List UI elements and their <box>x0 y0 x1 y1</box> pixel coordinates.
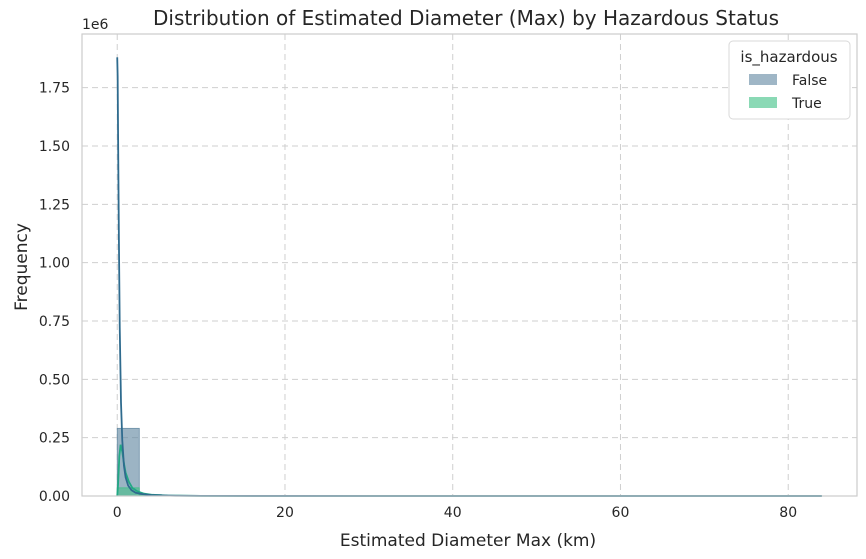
y-tick-label: 0.00 <box>39 489 70 505</box>
x-axis-ticks: 0 20 40 60 80 <box>113 505 797 521</box>
x-tick-label: 80 <box>779 505 797 521</box>
legend-title: is_hazardous <box>740 48 837 67</box>
y-axis-scale-label: 1e6 <box>82 17 109 33</box>
x-tick-label: 0 <box>113 505 122 521</box>
y-tick-label: 0.50 <box>39 372 70 388</box>
legend-label-false: False <box>792 73 827 89</box>
kde-line-true <box>116 444 822 497</box>
y-tick-label: 0.25 <box>39 431 70 447</box>
kde-curves <box>116 57 822 497</box>
y-tick-label: 1.25 <box>39 197 70 213</box>
x-tick-label: 20 <box>276 505 294 521</box>
y-tick-label: 0.75 <box>39 314 70 330</box>
x-tick-label: 40 <box>444 505 462 521</box>
y-tick-label: 1.00 <box>39 256 70 272</box>
kde-line-false <box>116 57 822 497</box>
y-tick-label: 1.75 <box>39 81 70 97</box>
plot-area-frame <box>81 33 858 497</box>
legend: is_hazardous False True <box>728 40 851 120</box>
y-axis-ticks: 0.00 0.25 0.50 0.75 1.00 1.25 1.50 1.75 <box>39 81 70 505</box>
histogram-bars <box>116 427 823 497</box>
y-tick-label: 1.50 <box>39 139 70 155</box>
x-tick-label: 60 <box>612 505 630 521</box>
chart-title: Distribution of Estimated Diameter (Max)… <box>153 6 779 30</box>
legend-swatch-false <box>749 74 777 85</box>
legend-swatch-true <box>749 97 777 108</box>
legend-label-true: True <box>791 96 822 112</box>
x-axis-label: Estimated Diameter Max (km) <box>340 531 596 551</box>
y-axis-label: Frequency <box>12 223 32 311</box>
